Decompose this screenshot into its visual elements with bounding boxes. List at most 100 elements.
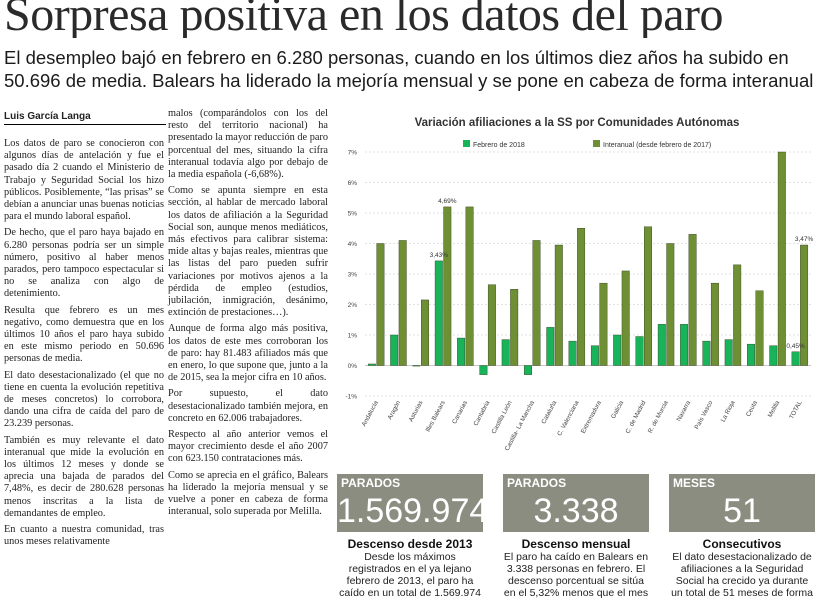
bar-feb	[479, 365, 488, 375]
bar-interanual	[777, 151, 786, 366]
byline: Luis García Langa	[4, 111, 166, 125]
x-category-label: Melilla	[767, 399, 782, 418]
bar-interanual	[710, 282, 719, 366]
paragraph: De hecho, que el paro haya bajado en 6.2…	[4, 227, 164, 300]
paragraph: Resulta que febrero es un mes negativo, …	[4, 304, 164, 365]
bar-feb	[791, 351, 800, 366]
x-category-label: Ceuta	[745, 399, 759, 418]
x-category-label: Aragón	[386, 399, 402, 421]
y-tick-label: 1%	[348, 333, 358, 340]
stat-description: El dato desestacionalizado de afiliacion…	[671, 551, 813, 599]
x-category-label: Extremadura	[580, 399, 603, 435]
bar-interanual	[487, 284, 496, 366]
legend-label-interanual: Interanual (desde febrero de 2017)	[603, 142, 711, 149]
bar-feb	[747, 343, 755, 366]
affiliation-chart-svg: Variación afiliaciones a la SS por Comun…	[345, 117, 814, 452]
x-category-label: La Rioja	[720, 399, 737, 423]
bar-feb	[680, 324, 689, 366]
stat-caption: Consecutivos	[702, 537, 782, 551]
y-tick-label: 5%	[348, 211, 358, 218]
bar-feb	[457, 337, 466, 366]
bar-interanual	[577, 228, 586, 366]
stat-box: PARADOS 3.338	[503, 474, 649, 532]
x-category-label: Castilla León	[490, 399, 514, 435]
bar-feb	[657, 324, 666, 366]
chart-title: Variación afiliaciones a la SS por Comun…	[415, 117, 740, 129]
bar-interanual	[621, 270, 630, 366]
bar-interanual	[599, 282, 608, 366]
x-category-label: TOTAL	[788, 399, 804, 420]
stat-caption: Descenso mensual	[521, 537, 631, 551]
x-category-label: C. Valenciana	[556, 399, 581, 437]
x-category-label: Asturias	[408, 400, 425, 423]
bar-feb	[568, 340, 577, 366]
y-tick-label: 2%	[348, 302, 358, 309]
stat-description: Desde los máximos registrados en el ya l…	[339, 551, 481, 599]
stat-number: 1.569.974	[337, 492, 489, 530]
stat-caption: Descenso desde 2013	[347, 537, 473, 551]
article-column-2: malos (comparándolos con los del resto d…	[168, 108, 328, 523]
bar-interanual	[554, 244, 563, 366]
data-label: 3,47%	[795, 236, 814, 243]
bar-interanual	[398, 240, 407, 366]
bar-interanual	[465, 206, 474, 366]
stat-box: MESES 51	[669, 474, 815, 532]
x-category-label: R. de Murcia	[647, 399, 670, 434]
y-tick-label: -1%	[345, 394, 357, 401]
legend-swatch-interanual	[593, 140, 600, 147]
x-category-label: Galicia	[610, 399, 625, 420]
bar-feb	[412, 365, 421, 367]
bar-interanual	[733, 264, 742, 366]
bar-feb	[390, 334, 399, 366]
stat-label: MESES	[673, 476, 716, 490]
bar-feb	[635, 336, 644, 366]
paragraph: malos (comparándolos con los del resto d…	[168, 108, 328, 181]
stat-number: 51	[723, 492, 761, 530]
bar-feb	[769, 345, 778, 366]
stat-label: PARADOS	[507, 476, 567, 490]
bar-feb	[590, 345, 599, 366]
bar-feb	[434, 260, 443, 366]
paragraph: Los datos de paro se conocieron con algu…	[4, 138, 164, 223]
x-category-label: Cataluña	[540, 399, 558, 425]
bar-interanual	[443, 206, 452, 366]
paragraph: Como se apunta siempre en esta sección, …	[168, 185, 328, 319]
x-category-label: Andalucía	[361, 399, 381, 427]
stat-block-parados-2013: PARADOS 1.569.974 Descenso desde 2013 De…	[337, 474, 489, 599]
legend-swatch-feb	[463, 140, 470, 147]
y-tick-label: 7%	[348, 150, 358, 157]
bar-interanual	[644, 226, 652, 366]
x-category-label: Illes Balears	[425, 400, 447, 434]
paragraph: Aunque de forma algo más positiva, los d…	[168, 323, 328, 384]
y-tick-label: 3%	[348, 272, 358, 279]
bar-feb	[613, 334, 622, 366]
bar-feb	[501, 339, 510, 366]
x-category-label: Canarias	[451, 400, 469, 426]
x-category-label: Navarra	[675, 399, 692, 423]
paragraph: En cuanto a nuestra comunidad, tras unos…	[4, 524, 164, 548]
y-tick-label: 0%	[348, 363, 358, 370]
paragraph: También es muy relevante el dato interan…	[4, 434, 164, 519]
x-category-label: Cantabria	[472, 399, 491, 427]
paragraph: Por supuesto, el dato desestacionalizado…	[168, 388, 328, 424]
data-label: 4,69%	[438, 198, 457, 205]
stat-box: PARADOS 1.569.974	[337, 474, 489, 532]
stat-label: PARADOS	[341, 476, 401, 490]
stat-description: El paro ha caído en Balears en 3.338 per…	[503, 551, 649, 599]
bar-interanual	[532, 240, 541, 366]
bar-interanual	[376, 243, 385, 366]
bar-feb	[546, 327, 555, 366]
data-label: 3,43%	[430, 252, 449, 259]
subheadline: El desempleo bajó en febrero en 6.280 pe…	[4, 47, 814, 91]
data-label: 0,45%	[786, 343, 805, 350]
x-category-label: País Vasco	[693, 399, 714, 430]
paragraph: El dato desestacionalizado (el que no ti…	[4, 369, 164, 430]
bar-interanual	[666, 243, 675, 366]
legend-label-feb: Febrero de 2018	[473, 142, 525, 149]
bar-feb	[724, 339, 733, 366]
bar-feb	[524, 365, 532, 375]
bar-interanual	[800, 244, 809, 366]
bar-interanual	[421, 299, 429, 366]
y-tick-label: 6%	[348, 180, 358, 187]
bar-feb	[702, 340, 711, 366]
